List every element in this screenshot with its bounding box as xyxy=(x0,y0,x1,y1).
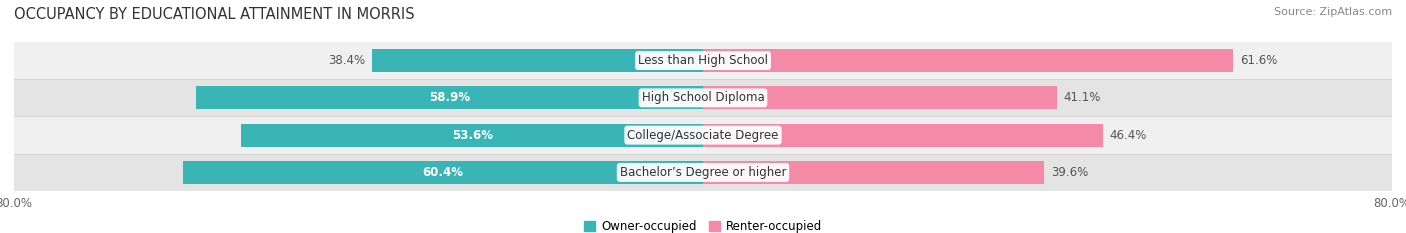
Text: 38.4%: 38.4% xyxy=(328,54,366,67)
Bar xyxy=(14,79,1392,116)
Text: Less than High School: Less than High School xyxy=(638,54,768,67)
Text: Bachelor’s Degree or higher: Bachelor’s Degree or higher xyxy=(620,166,786,179)
Text: High School Diploma: High School Diploma xyxy=(641,91,765,104)
Bar xyxy=(242,123,703,147)
Bar xyxy=(703,123,1102,147)
Bar xyxy=(373,49,703,72)
Bar xyxy=(183,161,703,184)
Text: College/Associate Degree: College/Associate Degree xyxy=(627,129,779,142)
Text: 53.6%: 53.6% xyxy=(451,129,492,142)
Bar xyxy=(703,86,1057,110)
Text: 46.4%: 46.4% xyxy=(1109,129,1147,142)
Bar xyxy=(14,154,1392,191)
Bar xyxy=(703,49,1233,72)
Bar xyxy=(703,161,1045,184)
Text: 61.6%: 61.6% xyxy=(1240,54,1278,67)
Text: 39.6%: 39.6% xyxy=(1050,166,1088,179)
Text: 58.9%: 58.9% xyxy=(429,91,470,104)
Bar xyxy=(195,86,703,110)
Bar xyxy=(14,116,1392,154)
Text: 60.4%: 60.4% xyxy=(422,166,464,179)
Legend: Owner-occupied, Renter-occupied: Owner-occupied, Renter-occupied xyxy=(583,220,823,233)
Text: Source: ZipAtlas.com: Source: ZipAtlas.com xyxy=(1274,7,1392,17)
Text: OCCUPANCY BY EDUCATIONAL ATTAINMENT IN MORRIS: OCCUPANCY BY EDUCATIONAL ATTAINMENT IN M… xyxy=(14,7,415,22)
Bar xyxy=(14,42,1392,79)
Text: 41.1%: 41.1% xyxy=(1064,91,1101,104)
